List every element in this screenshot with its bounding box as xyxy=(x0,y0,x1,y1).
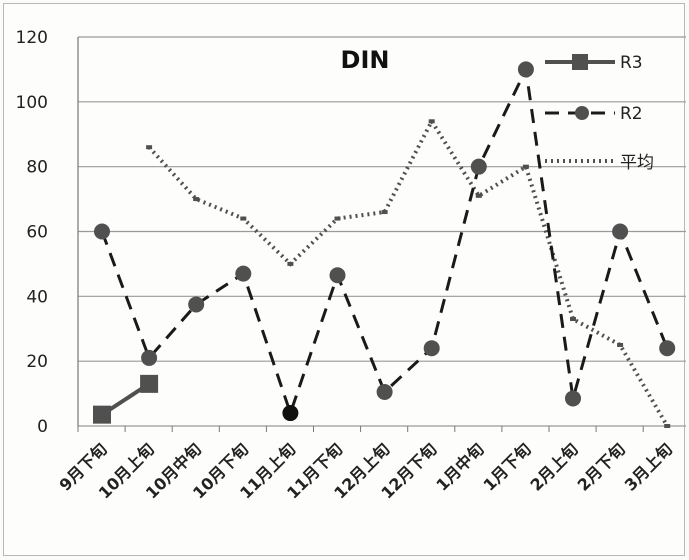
chart-title: DIN xyxy=(341,46,390,74)
r2-point xyxy=(235,265,252,282)
avg-point xyxy=(428,119,435,124)
r2-point xyxy=(94,223,110,240)
y-tick-label: 40 xyxy=(26,287,48,307)
r3-point xyxy=(93,405,111,424)
y-tick-label: 0 xyxy=(37,417,48,437)
r3-point xyxy=(140,374,159,393)
legend-r2-label: R2 xyxy=(620,104,643,124)
r2-point xyxy=(470,158,487,175)
x-tick-label: 2月下旬 xyxy=(574,439,629,494)
avg-point xyxy=(334,216,341,221)
y-tick-label: 80 xyxy=(26,158,48,178)
legend-r3-marker xyxy=(572,54,588,70)
avg-point xyxy=(287,261,294,266)
r2-point xyxy=(423,340,440,357)
avg-point xyxy=(475,193,482,198)
y-tick-label: 20 xyxy=(26,352,48,372)
x-tick-label: 3月上旬 xyxy=(621,439,676,494)
x-tick-label: 2月上旬 xyxy=(527,439,582,494)
x-axis-tick-labels: 9月下旬10月上旬10月中旬10月下旬11月上旬11月下旬12月上旬12月下旬1… xyxy=(56,439,676,502)
legend-r2-marker xyxy=(575,106,589,120)
avg-point xyxy=(193,197,200,202)
r2-point xyxy=(329,267,346,284)
r2-point xyxy=(612,223,629,240)
r2-point xyxy=(376,383,393,400)
y-tick-label: 60 xyxy=(26,223,48,243)
avg-point xyxy=(570,317,576,322)
avg-point xyxy=(664,424,671,428)
r2-point xyxy=(565,390,581,407)
legend-avg-label: 平均 xyxy=(620,153,654,173)
legend-r3-label: R3 xyxy=(620,53,643,73)
r2-point xyxy=(659,340,676,357)
grid-lines xyxy=(77,36,686,432)
avg-point xyxy=(617,342,624,347)
r2-point xyxy=(282,405,299,422)
avg-point xyxy=(381,210,388,215)
y-tick-label: 120 xyxy=(16,28,48,48)
avg-point xyxy=(146,145,153,150)
r2-point xyxy=(517,61,534,78)
avg-point xyxy=(522,164,529,169)
r2-point xyxy=(188,296,205,313)
avg-point xyxy=(240,216,247,221)
x-tick-label: 1月下旬 xyxy=(479,439,534,494)
y-axis-tick-labels: 0 20 40 60 80 100 120 xyxy=(16,28,48,437)
x-tick-label: 1月中旬 xyxy=(432,439,487,494)
r2-point xyxy=(141,349,158,366)
y-tick-label: 100 xyxy=(16,93,48,113)
legend: R3 R2 平均 xyxy=(545,53,654,173)
series-layer xyxy=(93,61,676,428)
